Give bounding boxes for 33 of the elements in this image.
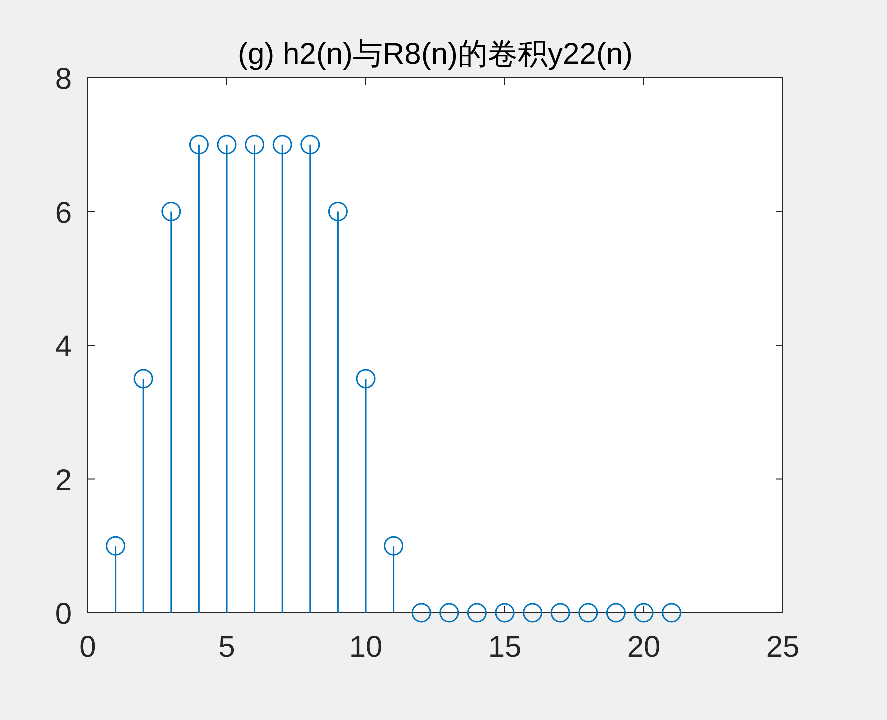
point xyxy=(300,135,320,155)
point xyxy=(162,202,182,222)
x-tick-label: 10 xyxy=(349,631,383,664)
point xyxy=(384,536,404,556)
y-tick-label: 6 xyxy=(55,196,72,230)
point xyxy=(440,603,460,623)
x-tick-label: 25 xyxy=(766,631,800,664)
chart-title: (g) h2(n)与R8(n)的卷积y22(n) xyxy=(238,38,634,71)
point xyxy=(134,369,154,389)
x-tick-label: 5 xyxy=(218,631,236,664)
x-tick-label: 20 xyxy=(627,631,661,664)
y-tick-label: 0 xyxy=(55,598,72,631)
x-tick-label: 0 xyxy=(80,631,96,664)
point xyxy=(106,536,126,556)
point xyxy=(578,603,598,623)
point xyxy=(495,603,515,623)
point xyxy=(606,603,626,623)
point xyxy=(523,603,543,623)
point xyxy=(245,135,265,155)
point xyxy=(634,603,654,623)
point xyxy=(217,135,237,155)
point xyxy=(467,603,487,623)
y-tick-label: 8 xyxy=(55,63,72,96)
point xyxy=(272,135,292,155)
point xyxy=(550,603,570,623)
x-tick-label: 15 xyxy=(488,631,522,664)
y-tick-label: 2 xyxy=(55,464,72,498)
y-tick-label: 4 xyxy=(55,330,72,364)
point xyxy=(412,603,432,623)
point xyxy=(328,202,348,222)
point xyxy=(662,603,682,623)
point xyxy=(189,135,209,155)
point xyxy=(356,369,376,389)
